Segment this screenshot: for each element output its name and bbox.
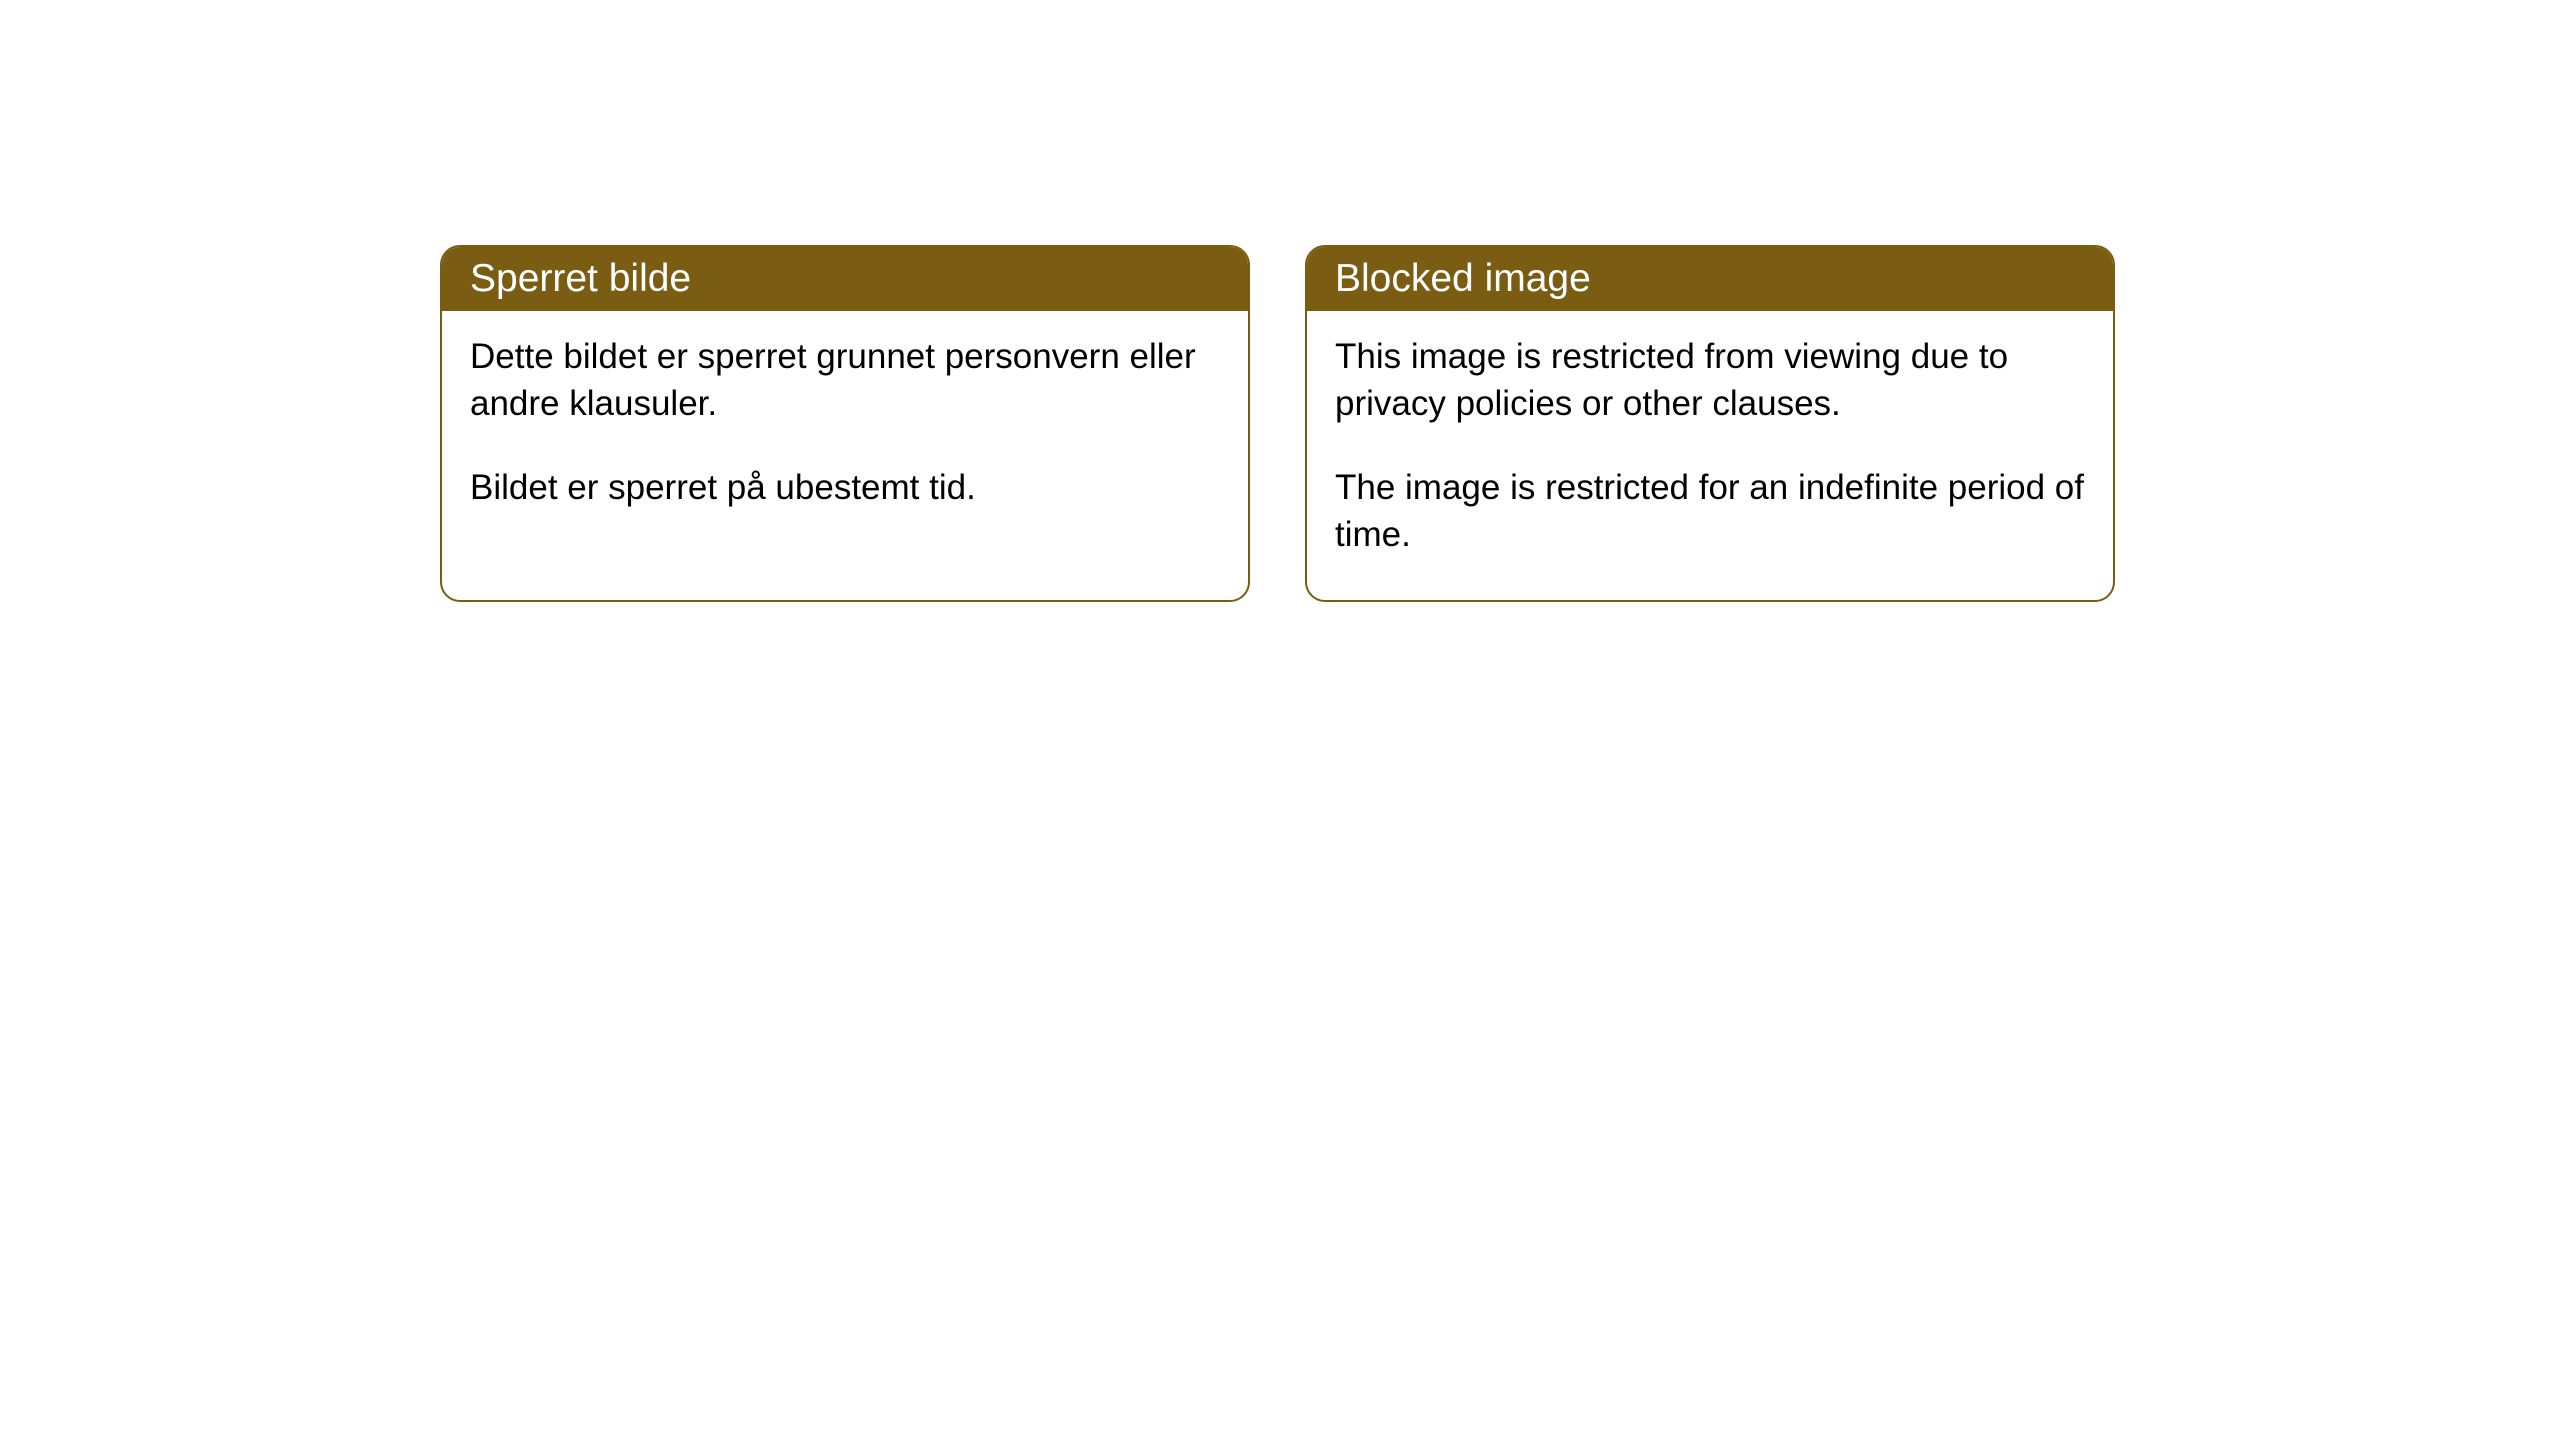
notice-body-english: This image is restricted from viewing du… [1307, 311, 2113, 600]
notice-header-english: Blocked image [1307, 247, 2113, 311]
notice-container: Sperret bilde Dette bildet er sperret gr… [0, 0, 2560, 602]
notice-text-english-2: The image is restricted for an indefinit… [1335, 464, 2085, 559]
notice-text-norwegian-1: Dette bildet er sperret grunnet personve… [470, 333, 1220, 428]
notice-header-norwegian: Sperret bilde [442, 247, 1248, 311]
notice-text-english-1: This image is restricted from viewing du… [1335, 333, 2085, 428]
notice-text-norwegian-2: Bildet er sperret på ubestemt tid. [470, 464, 1220, 511]
notice-card-english: Blocked image This image is restricted f… [1305, 245, 2115, 602]
notice-body-norwegian: Dette bildet er sperret grunnet personve… [442, 311, 1248, 553]
notice-card-norwegian: Sperret bilde Dette bildet er sperret gr… [440, 245, 1250, 602]
